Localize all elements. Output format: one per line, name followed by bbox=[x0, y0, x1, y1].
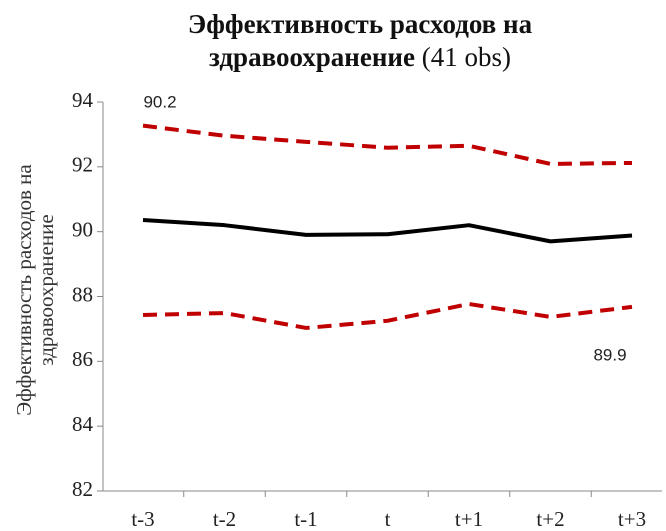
chart-title: Эффективность расходов на здравоохранени… bbox=[187, 9, 533, 72]
annotation: 90.2 bbox=[143, 92, 176, 111]
chart-title-block: Эффективность расходов на здравоохранени… bbox=[150, 8, 570, 74]
y-tick-label: 84 bbox=[72, 412, 94, 436]
series-line bbox=[142, 301, 633, 330]
y-tick-label: 90 bbox=[72, 217, 93, 241]
x-tick-label: t-1 bbox=[294, 507, 317, 531]
y-axis-label: Эффективность расходов на здравоохранени… bbox=[12, 164, 58, 416]
series-line bbox=[142, 123, 633, 166]
y-tick-label: 88 bbox=[72, 282, 93, 306]
x-tick-label: t bbox=[385, 507, 391, 531]
x-tick-label: t+2 bbox=[536, 507, 564, 531]
x-tick-label: t+3 bbox=[618, 507, 646, 531]
y-tick-label: 94 bbox=[72, 88, 94, 112]
series-line bbox=[142, 218, 633, 244]
y-tick-label: 92 bbox=[72, 153, 93, 177]
y-tick-label: 86 bbox=[72, 347, 93, 371]
x-tick-label: t-3 bbox=[131, 507, 154, 531]
x-tick-label: t-2 bbox=[213, 507, 236, 531]
x-tick-label: t+1 bbox=[455, 507, 483, 531]
y-tick-label: 82 bbox=[72, 477, 93, 501]
chart-subtitle: (41 obs) bbox=[421, 42, 511, 72]
annotation: 89.9 bbox=[593, 345, 626, 364]
